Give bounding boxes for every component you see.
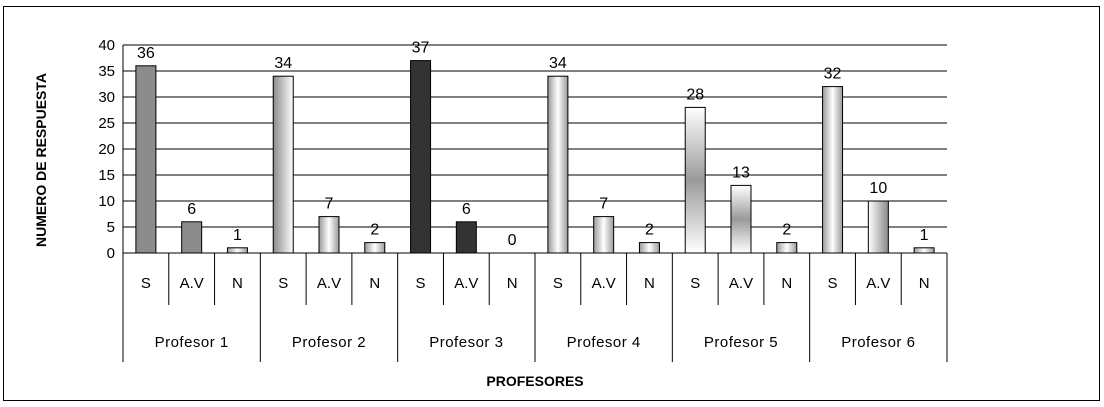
bar: [776, 242, 798, 254]
category-label: S: [553, 275, 563, 292]
bars: [135, 60, 935, 254]
y-tick-label: 25: [98, 115, 115, 132]
bar: [226, 247, 248, 254]
category-label: N: [232, 275, 243, 292]
group-label: Profesor 1: [155, 334, 229, 351]
bar: [867, 200, 889, 254]
bar: [593, 216, 615, 254]
category-label: N: [369, 275, 380, 292]
data-label: 32: [824, 66, 842, 83]
bar: [822, 86, 844, 254]
bar: [410, 60, 432, 254]
group-label: Profesor 6: [841, 334, 915, 351]
group-label: Profesor 2: [292, 334, 366, 351]
category-label: A.V: [180, 275, 204, 292]
category-label: A.V: [317, 275, 341, 292]
y-tick-label: 40: [98, 37, 115, 54]
data-label: 7: [325, 196, 334, 213]
category-label: N: [919, 275, 930, 292]
data-label: 37: [412, 40, 430, 57]
y-tick-label: 15: [98, 167, 115, 184]
data-label: 2: [645, 222, 654, 239]
category-label: A.V: [866, 275, 890, 292]
bar: [364, 242, 386, 254]
data-label: 28: [686, 86, 704, 103]
bar: [913, 247, 935, 254]
y-tick-label: 0: [107, 245, 115, 262]
group-label: Profesor 4: [567, 334, 641, 351]
x-axis-title: PROFESORES: [486, 373, 583, 389]
data-label: 6: [187, 201, 196, 218]
category-label: A.V: [592, 275, 616, 292]
category-label: A.V: [729, 275, 753, 292]
category-label: S: [690, 275, 700, 292]
category-label: N: [507, 275, 518, 292]
data-label: 10: [869, 180, 887, 197]
bar: [181, 221, 203, 254]
category-label: N: [781, 275, 792, 292]
bar: [638, 242, 660, 254]
data-label: 34: [274, 55, 292, 72]
y-tick-label: 5: [107, 219, 115, 236]
data-label: 36: [137, 45, 155, 62]
data-label: 1: [233, 227, 242, 244]
data-label: 34: [549, 55, 567, 72]
data-label: 2: [370, 222, 379, 239]
category-label: N: [644, 275, 655, 292]
bar: [730, 184, 752, 254]
data-label: 6: [462, 201, 471, 218]
category-label: S: [828, 275, 838, 292]
bar: [318, 216, 340, 254]
y-tick-labels: 0 5 10 15 20 25 30 35 40: [98, 37, 115, 262]
data-label: 1: [920, 227, 929, 244]
y-tick-label: 10: [98, 193, 115, 210]
data-label: 7: [599, 196, 608, 213]
data-label: 2: [782, 222, 791, 239]
data-label: 0: [508, 232, 517, 249]
y-tick-label: 30: [98, 89, 115, 106]
bar: [135, 65, 157, 254]
category-label: S: [278, 275, 288, 292]
group-label: Profesor 3: [429, 334, 503, 351]
y-tick-label: 35: [98, 63, 115, 80]
y-tick-label: 20: [98, 141, 115, 158]
bar: [455, 221, 477, 254]
category-label: S: [141, 275, 151, 292]
category-label: A.V: [454, 275, 478, 292]
group-label: Profesor 5: [704, 334, 778, 351]
data-label: 13: [732, 164, 750, 181]
bar: [684, 106, 706, 254]
bar: [547, 75, 569, 254]
bar: [272, 75, 294, 254]
x-axis: S A.V N Profesor 1 S A.V N Profesor 2 S A.V N Profe…: [122, 252, 948, 362]
category-label: S: [416, 275, 426, 292]
y-axis-title: NUMERO DE RESPUESTA: [33, 73, 49, 247]
